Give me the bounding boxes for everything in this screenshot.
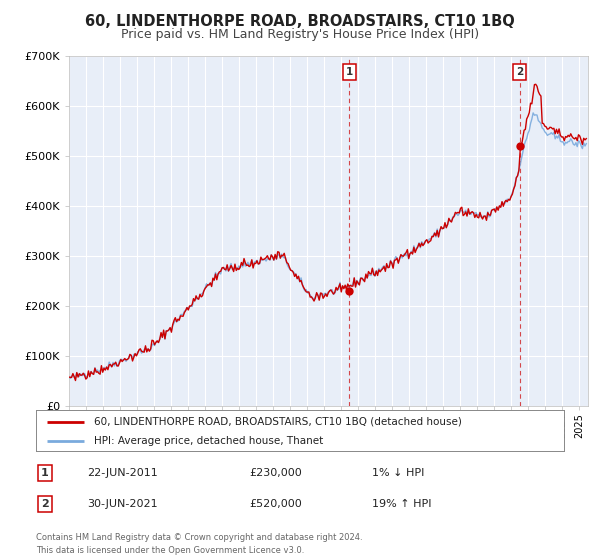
Text: £520,000: £520,000 [249, 499, 302, 509]
Text: HPI: Average price, detached house, Thanet: HPI: Average price, detached house, Than… [94, 436, 323, 446]
Text: 2: 2 [516, 67, 523, 77]
Text: 60, LINDENTHORPE ROAD, BROADSTAIRS, CT10 1BQ (detached house): 60, LINDENTHORPE ROAD, BROADSTAIRS, CT10… [94, 417, 462, 427]
Text: 1: 1 [346, 67, 353, 77]
Text: 2: 2 [41, 499, 49, 509]
Text: 22-JUN-2011: 22-JUN-2011 [87, 468, 158, 478]
Text: Price paid vs. HM Land Registry's House Price Index (HPI): Price paid vs. HM Land Registry's House … [121, 28, 479, 41]
Text: Contains HM Land Registry data © Crown copyright and database right 2024.
This d: Contains HM Land Registry data © Crown c… [36, 533, 362, 554]
Text: 30-JUN-2021: 30-JUN-2021 [87, 499, 158, 509]
Text: 1: 1 [41, 468, 49, 478]
Text: 1% ↓ HPI: 1% ↓ HPI [372, 468, 424, 478]
Text: 19% ↑ HPI: 19% ↑ HPI [372, 499, 431, 509]
Text: £230,000: £230,000 [249, 468, 302, 478]
Text: 60, LINDENTHORPE ROAD, BROADSTAIRS, CT10 1BQ: 60, LINDENTHORPE ROAD, BROADSTAIRS, CT10… [85, 14, 515, 29]
